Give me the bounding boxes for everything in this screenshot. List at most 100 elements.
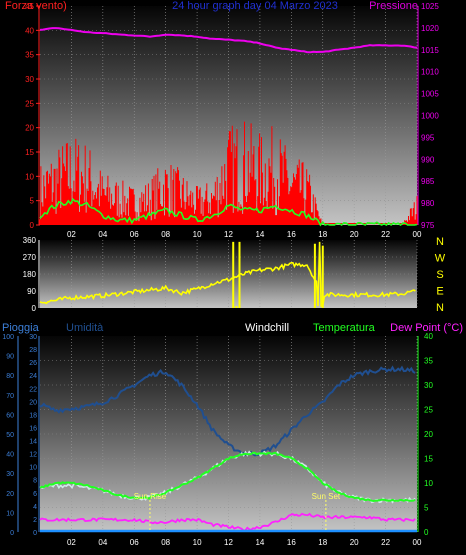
time-label: 00	[413, 538, 422, 547]
time-label: 18	[318, 538, 327, 547]
time-label: 08	[161, 538, 170, 547]
time-label: 16	[287, 538, 296, 547]
rain-tick-label: 20	[6, 491, 14, 498]
temperature-tick-label: 0	[424, 528, 429, 537]
rain-tick-label: 60	[6, 412, 14, 419]
pressure-tick-label: 985	[421, 177, 435, 186]
series-temperature	[39, 451, 416, 503]
humidity-tick-label: 14	[29, 439, 37, 446]
humidity-tick-label: 28	[29, 347, 37, 354]
wind-tick-label: 15	[25, 148, 34, 157]
temperature-tick-label: 35	[424, 357, 433, 366]
compass-label: N	[436, 302, 444, 314]
temperature-tick-label: 20	[424, 430, 433, 439]
series-pressure	[39, 27, 418, 54]
wind-tick-label: 45	[25, 2, 34, 11]
humidity-tick-label: 12	[29, 452, 37, 459]
pressure-tick-label: 995	[421, 133, 435, 142]
time-label: 04	[98, 538, 107, 547]
sunset-label: Sun Set	[312, 492, 341, 501]
humidity-tick-label: 2	[33, 517, 37, 524]
wind-axis-title: Forza vento)	[5, 0, 67, 12]
humidity-tick-label: 24	[29, 373, 37, 380]
legend-dewpoint: Dew Point (°C)	[390, 322, 463, 334]
sunrise-label: Sun Rise	[134, 492, 167, 501]
pressure-tick-label: 1000	[421, 112, 439, 121]
pressure-tick-label: 990	[421, 155, 435, 164]
compass-label: W	[435, 253, 446, 265]
time-label: 06	[130, 538, 139, 547]
time-label: 20	[350, 538, 359, 547]
pressure-tick-label: 1020	[421, 24, 439, 33]
rain-tick-label: 10	[6, 510, 14, 517]
chart-title: 24 hour graph day 04 Marzo 2023	[172, 0, 338, 12]
pressure-tick-label: 980	[421, 199, 435, 208]
legend-windchill: Windchill	[245, 322, 289, 334]
rain-tick-label: 70	[6, 393, 14, 400]
compass-label: N	[436, 236, 444, 248]
axis-layer: 0202040406060808101012121414161618182020…	[2, 2, 445, 547]
legend-temperature: Temperatura	[313, 322, 376, 334]
time-label: 10	[193, 230, 202, 239]
wind-tick-label: 20	[25, 124, 34, 133]
humidity-tick-label: 22	[29, 386, 37, 393]
direction-tick-label: 270	[23, 253, 37, 262]
time-label: 02	[67, 538, 76, 547]
pressure-tick-label: 1015	[421, 46, 439, 55]
humidity-tick-label: 16	[29, 425, 37, 432]
temperature-tick-label: 30	[424, 381, 433, 390]
humidity-tick-label: 4	[33, 504, 37, 511]
time-label: 22	[381, 230, 390, 239]
rain-tick-label: 30	[6, 471, 14, 478]
time-label: 12	[224, 538, 233, 547]
series-dewpoint	[39, 512, 416, 532]
wind-tick-label: 35	[25, 51, 34, 60]
temperature-tick-label: 10	[424, 479, 433, 488]
wind-tick-label: 10	[25, 172, 34, 181]
time-label: 12	[224, 230, 233, 239]
pressure-tick-label: 1025	[421, 2, 439, 11]
pressure-tick-label: 1010	[421, 68, 439, 77]
rain-tick-label: 0	[10, 530, 14, 537]
time-label: 06	[130, 230, 139, 239]
humidity-tick-label: 20	[29, 399, 37, 406]
humidity-tick-label: 0	[33, 530, 37, 537]
wind-tick-label: 25	[25, 99, 34, 108]
pressure-tick-label: 1005	[421, 90, 439, 99]
time-label: 00	[413, 230, 422, 239]
temperature-tick-label: 5	[424, 504, 429, 513]
rain-tick-label: 50	[6, 432, 14, 439]
temperature-tick-label: 25	[424, 406, 433, 415]
time-label: 18	[318, 230, 327, 239]
time-label: 08	[161, 230, 170, 239]
wind-tick-label: 30	[25, 75, 34, 84]
humidity-tick-label: 6	[33, 491, 37, 498]
series-humidity	[39, 365, 416, 457]
series-wind-direction	[39, 241, 416, 307]
wind-tick-label: 5	[30, 197, 35, 206]
time-label: 16	[287, 230, 296, 239]
legend-rain: Pioggia	[2, 322, 40, 334]
series-wind-average	[39, 198, 418, 227]
wind-tick-label: 40	[25, 26, 34, 35]
time-label: 22	[381, 538, 390, 547]
rain-tick-label: 40	[6, 452, 14, 459]
pressure-axis-title: Pressione	[369, 0, 418, 12]
pressure-tick-label: 975	[421, 221, 435, 230]
time-label: 20	[350, 230, 359, 239]
series-layer	[39, 27, 418, 533]
wind-tick-label: 0	[30, 221, 35, 230]
direction-tick-label: 90	[27, 287, 36, 296]
humidity-tick-label: 26	[29, 360, 37, 367]
time-label: 04	[98, 230, 107, 239]
time-label: 10	[193, 538, 202, 547]
humidity-tick-label: 10	[29, 465, 37, 472]
rain-tick-label: 80	[6, 373, 14, 380]
rain-tick-label: 100	[2, 334, 14, 341]
time-label: 14	[255, 538, 264, 547]
rain-tick-label: 90	[6, 354, 14, 361]
compass-label: E	[436, 286, 443, 298]
time-label: 02	[67, 230, 76, 239]
direction-tick-label: 0	[32, 304, 37, 313]
